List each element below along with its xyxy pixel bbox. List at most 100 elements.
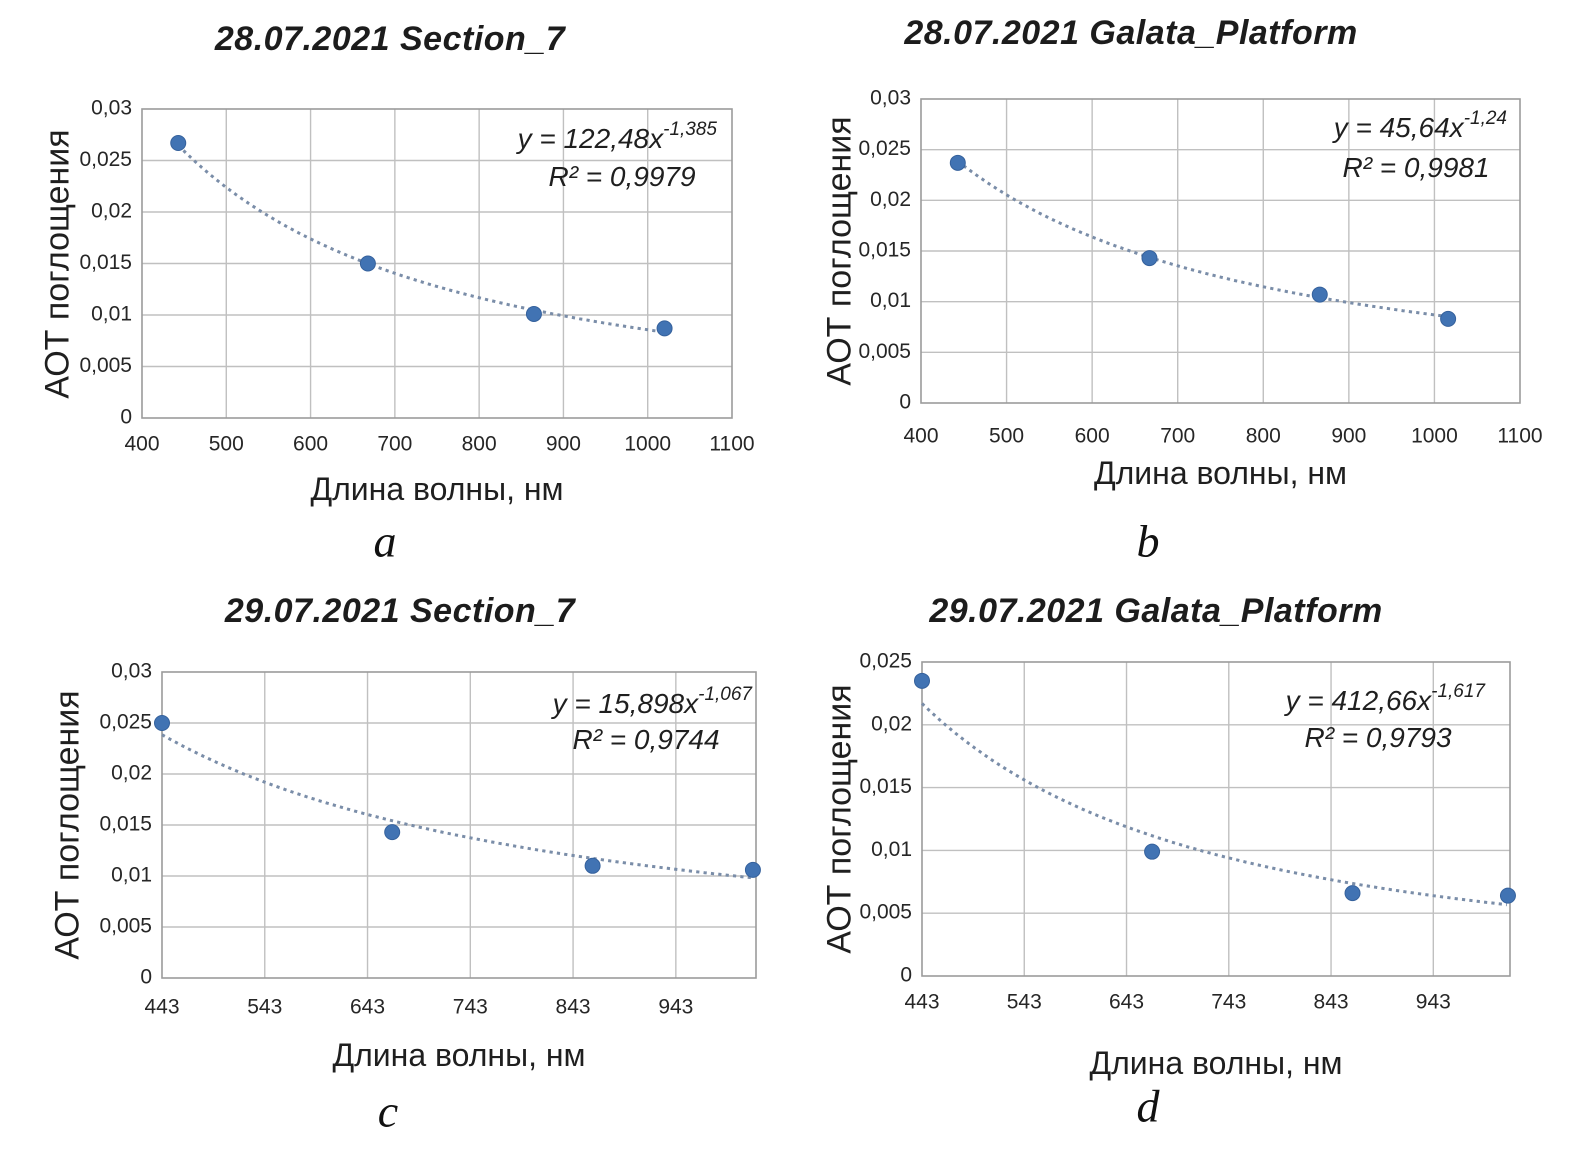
trend-line [161, 733, 755, 880]
svg-text:0,025: 0,025 [99, 711, 152, 734]
svg-text:0,02: 0,02 [870, 188, 911, 211]
svg-text:0,015: 0,015 [99, 813, 152, 836]
trend-line [956, 159, 1448, 318]
svg-text:700: 700 [1160, 425, 1195, 448]
trendline-equation: y = 412,66x-1,617 R² = 0,9793 [1284, 681, 1487, 753]
svg-text:0,005: 0,005 [859, 901, 912, 924]
x-axis-label: Длина волны, нм [1089, 1045, 1343, 1081]
svg-text:643: 643 [1109, 991, 1144, 1014]
chart-title: 28.07.2021 Galata_Platform [904, 14, 1358, 52]
svg-text:0: 0 [140, 966, 152, 989]
svg-text:1000: 1000 [1411, 425, 1458, 448]
svg-text:743: 743 [1211, 991, 1246, 1014]
svg-text:500: 500 [989, 425, 1024, 448]
svg-text:500: 500 [209, 433, 244, 456]
svg-text:943: 943 [1416, 991, 1451, 1014]
svg-text:443: 443 [904, 991, 939, 1014]
svg-text:400: 400 [903, 425, 938, 448]
svg-text:y = 412,66x-1,617: y = 412,66x-1,617 [1284, 681, 1487, 716]
svg-text:0,02: 0,02 [111, 762, 152, 785]
plot-border [920, 98, 1521, 404]
subfigure-d: 29.07.2021 Galata_Platform АОТ поглощени… [796, 578, 1592, 1156]
data-point [914, 672, 930, 689]
plot-svg: y = 45,64x-1,24 R² = 0,9981 400 500 600 700 80… [858, 87, 1542, 448]
data-points [170, 134, 673, 337]
data-point [170, 134, 187, 151]
subfigure-caption: a [373, 515, 397, 567]
data-point [656, 320, 673, 337]
svg-text:0,03: 0,03 [91, 97, 132, 120]
svg-text:0,025: 0,025 [79, 148, 132, 171]
gridlines [921, 99, 1520, 403]
svg-text:R² = 0,9744: R² = 0,9744 [572, 724, 719, 755]
svg-text:0,015: 0,015 [858, 239, 911, 262]
plot-border [921, 661, 1511, 977]
svg-text:543: 543 [247, 996, 282, 1019]
plot-border [161, 671, 757, 979]
svg-text:0,025: 0,025 [858, 137, 911, 160]
gridlines [922, 662, 1510, 976]
svg-text:443: 443 [144, 996, 179, 1019]
svg-text:0,015: 0,015 [79, 251, 132, 274]
subfigure-b: 28.07.2021 Galata_Platform АОТ поглощени… [796, 0, 1592, 578]
data-points [154, 715, 761, 878]
svg-text:900: 900 [546, 433, 581, 456]
data-points [949, 154, 1457, 327]
svg-text:400: 400 [124, 433, 159, 456]
chart-title: 29.07.2021 Section_7 [224, 592, 576, 630]
svg-text:843: 843 [1314, 991, 1349, 1014]
svg-text:700: 700 [377, 433, 412, 456]
svg-text:0,03: 0,03 [111, 660, 152, 683]
svg-text:R² = 0,9981: R² = 0,9981 [1342, 152, 1489, 183]
svg-text:0,005: 0,005 [99, 915, 152, 938]
svg-text:0,025: 0,025 [859, 650, 912, 673]
data-point [154, 715, 170, 731]
trend-line [177, 144, 664, 334]
svg-text:1000: 1000 [624, 433, 671, 456]
data-point [525, 305, 542, 322]
svg-text:600: 600 [1075, 425, 1110, 448]
svg-text:0: 0 [120, 406, 132, 429]
svg-text:0,01: 0,01 [91, 303, 132, 326]
data-point [1144, 843, 1161, 860]
tick-labels: 443 543 643 743 843 943 0 0,005 0,01 0,015 0,02 0,0… [99, 660, 693, 1019]
data-points [914, 672, 1516, 904]
subfigure-caption: b [1136, 515, 1160, 567]
svg-text:y = 45,64x-1,24: y = 45,64x-1,24 [1332, 108, 1507, 143]
svg-text:R² = 0,9979: R² = 0,9979 [548, 161, 695, 192]
x-axis-label: Длина волны, нм [332, 1037, 586, 1073]
plot-border [141, 108, 733, 419]
tick-labels: 400 500 600 700 800 900 1000 1100 0 0,005 0,01 0,01… [79, 97, 754, 456]
x-axis-label: Длина волны, нм [310, 471, 564, 507]
svg-text:1100: 1100 [709, 433, 754, 456]
data-point [384, 824, 401, 841]
data-point [1440, 310, 1457, 327]
data-point [1344, 885, 1361, 902]
svg-text:0,03: 0,03 [870, 87, 911, 110]
gridlines [162, 672, 756, 978]
svg-text:543: 543 [1007, 991, 1042, 1014]
svg-text:0,015: 0,015 [859, 775, 912, 798]
svg-text:0,01: 0,01 [871, 838, 912, 861]
svg-text:0,02: 0,02 [871, 712, 912, 735]
data-point [1311, 286, 1328, 303]
svg-text:0,005: 0,005 [858, 340, 911, 363]
x-axis-label: Длина волны, нм [1093, 455, 1348, 491]
svg-text:y = 15,898x-1,067: y = 15,898x-1,067 [551, 684, 754, 719]
chart-title: 29.07.2021 Galata_Platform [929, 592, 1383, 630]
svg-text:800: 800 [1246, 425, 1281, 448]
plot-svg: y = 122,48x-1,385 R² = 0,9979 400 500 600 700… [79, 97, 754, 456]
tick-labels: 400 500 600 700 800 900 1000 1100 0 0,005 0,01 0,01… [858, 87, 1542, 448]
svg-text:R² = 0,9793: R² = 0,9793 [1304, 722, 1452, 753]
svg-text:y = 122,48x-1,385: y = 122,48x-1,385 [516, 119, 718, 154]
chart-title: 28.07.2021 Section_7 [214, 20, 566, 58]
svg-text:843: 843 [556, 996, 591, 1019]
data-point [359, 255, 376, 272]
svg-text:1100: 1100 [1497, 425, 1542, 448]
trendline-equation: y = 45,64x-1,24 R² = 0,9981 [1332, 108, 1507, 183]
svg-text:643: 643 [350, 996, 385, 1019]
subfigure-caption: d [1136, 1080, 1160, 1132]
subfigure-a: 28.07.2021 Section_7 АОТ поглощения y = … [0, 0, 796, 578]
data-point [949, 154, 966, 171]
